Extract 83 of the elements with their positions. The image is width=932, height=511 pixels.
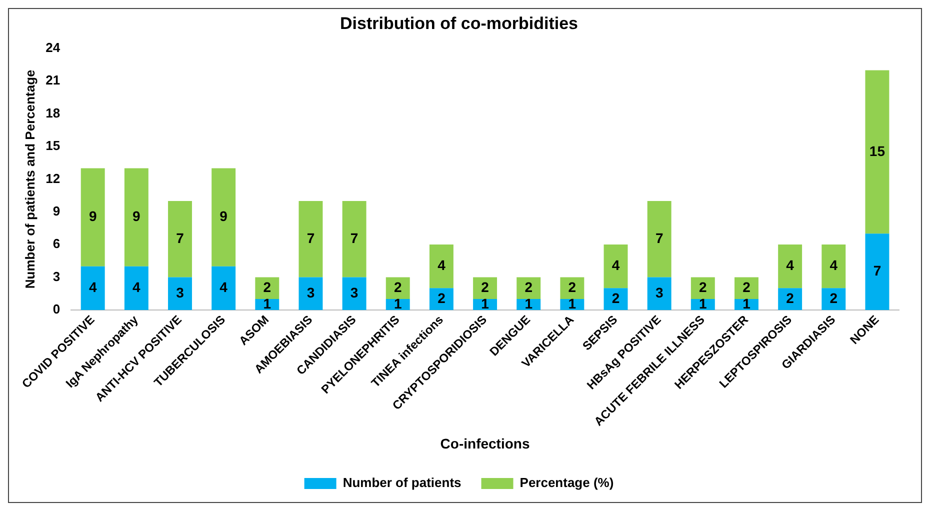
y-tick-label: 21 <box>46 72 60 88</box>
bar <box>342 277 366 310</box>
data-label: 1 <box>524 295 533 312</box>
y-tick-label: 18 <box>46 105 60 120</box>
bar <box>690 277 715 300</box>
data-label: 3 <box>655 284 664 300</box>
y-tick-label: 3 <box>52 268 60 284</box>
bar <box>124 266 148 310</box>
bar <box>734 277 758 300</box>
data-label: 9 <box>132 208 141 224</box>
bar <box>298 277 323 310</box>
bar <box>298 200 323 278</box>
data-label: 1 <box>699 295 708 312</box>
data-label: 7 <box>350 230 358 246</box>
data-label: 4 <box>830 257 838 274</box>
data-label: 4 <box>786 257 794 274</box>
y-tick-label: 0 <box>52 302 60 317</box>
bar <box>168 200 192 278</box>
bar <box>647 200 672 278</box>
data-label: 2 <box>438 290 446 306</box>
bar <box>429 244 454 288</box>
data-label: 2 <box>394 279 402 296</box>
bar <box>429 288 454 310</box>
data-label: 7 <box>306 230 315 246</box>
y-axis-title: Number of patients and Percentage <box>22 70 38 289</box>
bar <box>386 277 410 300</box>
data-label: 1 <box>263 295 272 312</box>
bar <box>255 277 280 300</box>
data-label: 2 <box>699 279 708 296</box>
data-label: 7 <box>655 230 664 246</box>
bar <box>80 266 105 310</box>
chart-title: Distribution of co-morbidities <box>340 14 578 33</box>
bar <box>604 244 628 288</box>
bar <box>516 277 541 300</box>
y-tick-label: 12 <box>46 170 60 186</box>
data-label: 2 <box>524 279 533 296</box>
bar <box>473 277 498 300</box>
y-tick-label: 6 <box>52 236 60 252</box>
data-label: 7 <box>176 230 184 246</box>
y-tick-label: 9 <box>52 203 60 218</box>
bar <box>865 70 890 234</box>
data-label: 9 <box>220 208 228 224</box>
bar <box>168 277 192 310</box>
bar <box>604 288 628 310</box>
data-label: 2 <box>568 279 576 296</box>
data-label: 15 <box>869 142 886 159</box>
bar <box>124 168 148 266</box>
data-label: 2 <box>481 279 490 296</box>
legend-label: Percentage (%) <box>520 475 614 490</box>
data-label: 1 <box>742 295 751 312</box>
data-label: 2 <box>742 279 751 296</box>
data-label: 7 <box>873 262 882 279</box>
x-axis-title: Co-infections <box>440 435 530 452</box>
legend-label: Number of patients <box>342 475 462 490</box>
data-label: 1 <box>394 295 402 312</box>
bar <box>560 277 584 300</box>
bar <box>822 244 846 288</box>
data-label: 4 <box>88 279 97 296</box>
data-label: 3 <box>176 284 184 300</box>
bar <box>342 200 366 278</box>
bar <box>212 266 236 310</box>
bar <box>778 244 802 288</box>
data-label: 1 <box>481 295 490 312</box>
bar <box>80 168 105 266</box>
data-label: 3 <box>350 284 358 300</box>
data-label: 4 <box>438 257 446 274</box>
data-label: 2 <box>612 290 620 306</box>
data-label: 2 <box>263 279 272 296</box>
data-label: 2 <box>786 290 794 306</box>
bar <box>822 288 846 310</box>
bar <box>778 288 802 310</box>
bar <box>865 234 890 310</box>
data-label: 4 <box>132 279 141 296</box>
data-label: 4 <box>220 279 228 296</box>
y-tick-label: 24 <box>46 40 61 55</box>
y-tick-label: 15 <box>46 138 60 154</box>
bar <box>212 168 236 266</box>
data-label: 4 <box>612 257 620 274</box>
data-label: 3 <box>306 284 315 300</box>
data-label: 2 <box>830 290 838 306</box>
data-label: 1 <box>568 295 576 312</box>
data-label: 9 <box>88 208 97 224</box>
bar <box>647 277 672 310</box>
